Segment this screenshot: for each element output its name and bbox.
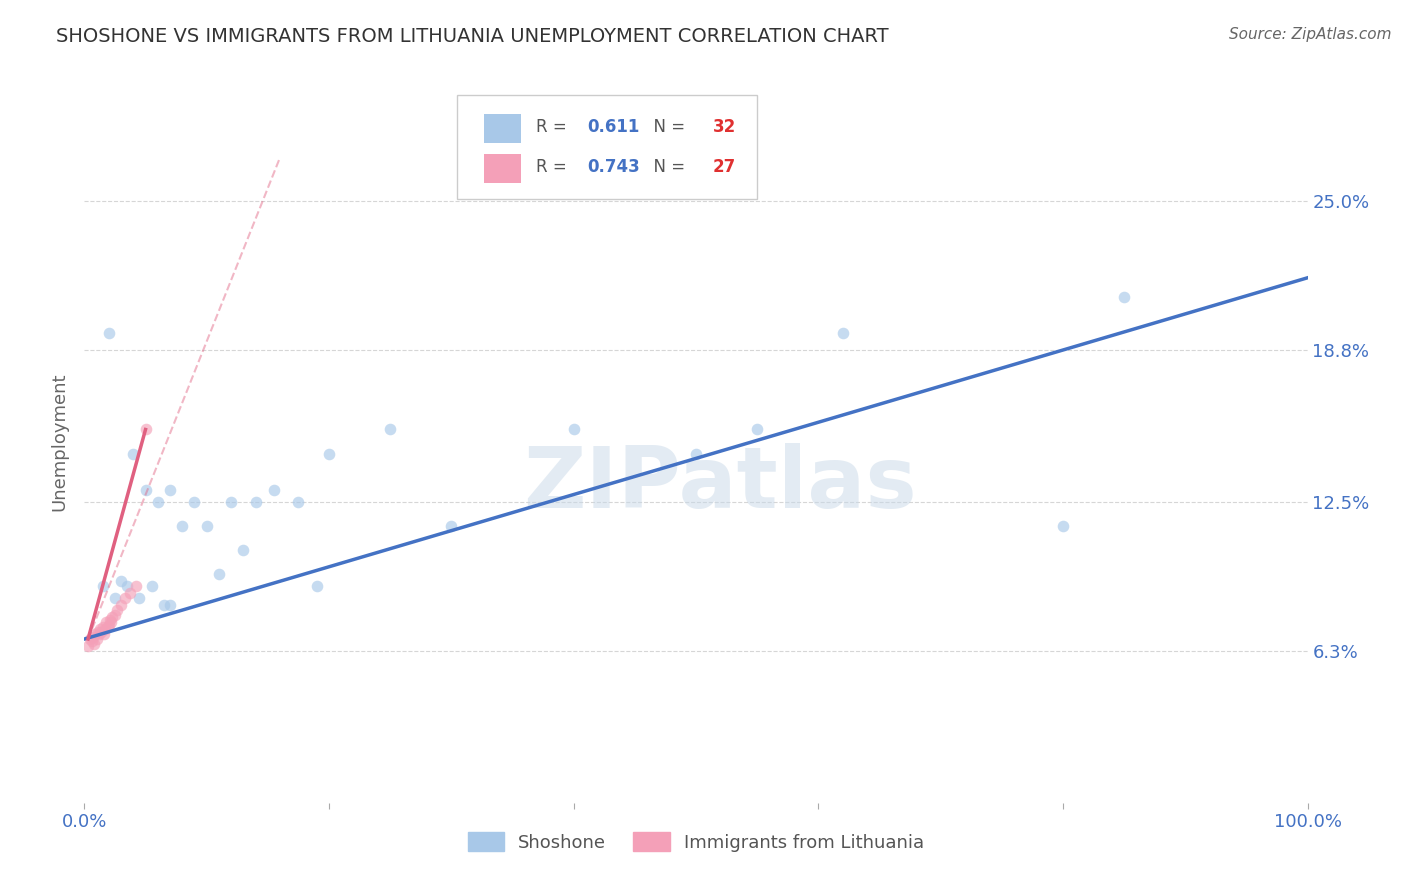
Text: Source: ZipAtlas.com: Source: ZipAtlas.com: [1229, 27, 1392, 42]
Text: N =: N =: [644, 119, 690, 136]
Point: [219, 494, 242, 508]
Point: [287, 494, 309, 508]
Point: [101, 610, 124, 624]
Point: [562, 422, 585, 436]
Point: [83, 637, 105, 651]
Point: [1114, 290, 1136, 304]
Text: ZIPatlas: ZIPatlas: [523, 443, 917, 526]
Text: SHOSHONE VS IMMIGRANTS FROM LITHUANIA UNEMPLOYMENT CORRELATION CHART: SHOSHONE VS IMMIGRANTS FROM LITHUANIA UN…: [56, 27, 889, 45]
Point: [172, 518, 194, 533]
Text: R =: R =: [536, 158, 572, 176]
Point: [97, 617, 120, 632]
Point: [183, 494, 205, 508]
Point: [105, 603, 128, 617]
Point: [84, 627, 107, 641]
Text: 0.611: 0.611: [588, 119, 640, 136]
Point: [135, 483, 157, 497]
FancyBboxPatch shape: [484, 154, 522, 183]
Text: 0.743: 0.743: [588, 158, 640, 176]
Point: [122, 446, 145, 460]
Point: [100, 615, 122, 630]
Text: 32: 32: [713, 119, 737, 136]
Point: [159, 483, 181, 497]
FancyBboxPatch shape: [457, 95, 758, 200]
Point: [115, 579, 138, 593]
Point: [110, 599, 132, 613]
Point: [1052, 518, 1074, 533]
Point: [77, 639, 100, 653]
Point: [87, 627, 110, 641]
Point: [125, 579, 148, 593]
Point: [263, 483, 285, 497]
Point: [82, 630, 104, 644]
Point: [104, 591, 127, 605]
Text: N =: N =: [644, 158, 690, 176]
Point: [87, 624, 110, 639]
Point: [153, 599, 176, 613]
Point: [91, 620, 114, 634]
Point: [80, 634, 103, 648]
Point: [104, 607, 127, 622]
Point: [91, 579, 114, 593]
Text: R =: R =: [536, 119, 572, 136]
Point: [305, 579, 328, 593]
Point: [97, 620, 120, 634]
Point: [96, 615, 118, 630]
Point: [93, 627, 115, 641]
Point: [159, 599, 181, 613]
Point: [245, 494, 267, 508]
Legend: Shoshone, Immigrants from Lithuania: Shoshone, Immigrants from Lithuania: [461, 825, 931, 859]
Point: [440, 518, 463, 533]
Point: [141, 579, 163, 593]
Point: [146, 494, 169, 508]
Point: [135, 422, 157, 436]
Point: [232, 542, 254, 557]
Point: [114, 591, 136, 605]
Point: [195, 518, 218, 533]
Point: [110, 574, 132, 589]
FancyBboxPatch shape: [484, 113, 522, 143]
Point: [831, 326, 853, 340]
Point: [685, 446, 707, 460]
Point: [97, 326, 120, 340]
Point: [98, 613, 121, 627]
Point: [380, 422, 402, 436]
Text: 27: 27: [713, 158, 737, 176]
Point: [89, 623, 111, 637]
Point: [208, 567, 231, 582]
Point: [128, 591, 150, 605]
Point: [86, 632, 108, 646]
Point: [94, 623, 117, 637]
Point: [318, 446, 340, 460]
Point: [79, 632, 101, 646]
Point: [118, 586, 141, 600]
Point: [747, 422, 769, 436]
Y-axis label: Unemployment: Unemployment: [51, 372, 69, 511]
Point: [90, 624, 112, 639]
